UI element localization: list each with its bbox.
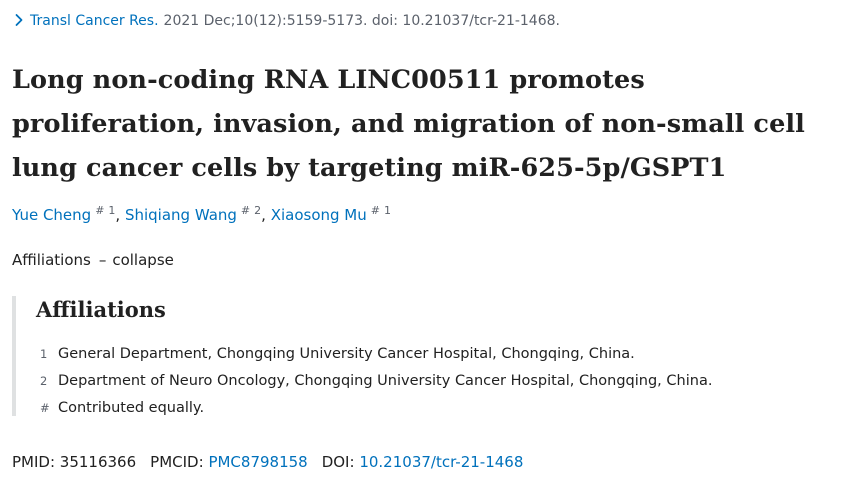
- author-marks: #2: [241, 204, 261, 217]
- affiliation-mark[interactable]: 1: [383, 204, 391, 217]
- toggle-dash-icon: –: [98, 251, 107, 269]
- affiliation-item: # Contributed equally.: [40, 395, 712, 422]
- author-link[interactable]: Xiaosong Mu: [270, 206, 367, 224]
- affiliation-item: 2 Department of Neuro Oncology, Chongqing…: [40, 368, 712, 395]
- equal-contribution-mark[interactable]: #: [95, 204, 105, 217]
- affiliations-panel: Affiliations 1 General Department, Chongq…: [12, 296, 842, 416]
- pmcid: PMCID: PMC8798158: [150, 453, 308, 471]
- author-separator: ,: [261, 206, 271, 224]
- affiliation-item: 1 General Department, Chongqing Universit…: [40, 341, 712, 368]
- pmid-label: PMID:: [12, 453, 56, 471]
- affiliation-key: 2: [40, 374, 48, 388]
- authors-list: Yue Cheng #1, Shiqiang Wang #2, Xiaosong M…: [12, 204, 391, 226]
- affiliation-text: General Department, Chongqing University…: [58, 346, 635, 362]
- affiliation-mark[interactable]: 1: [108, 204, 116, 217]
- affiliation-text: Contributed equally.: [58, 400, 205, 416]
- affiliations-list: 1 General Department, Chongqing Universit…: [40, 341, 712, 422]
- affiliations-heading: Affiliations: [36, 297, 166, 322]
- equal-contribution-mark[interactable]: #: [370, 204, 380, 217]
- author-link[interactable]: Yue Cheng: [12, 206, 92, 224]
- pmid: PMID: 35116366: [12, 453, 136, 471]
- pmcid-link[interactable]: PMC8798158: [208, 453, 308, 471]
- doi-link[interactable]: 10.21037/tcr-21-1468: [359, 453, 524, 471]
- affiliation-text: Department of Neuro Oncology, Chongqing …: [58, 373, 713, 389]
- doi-label: DOI:: [321, 453, 355, 471]
- affiliations-toggle[interactable]: Affiliations – collapse: [12, 249, 174, 271]
- author-marks: #1: [371, 204, 391, 217]
- doi: DOI: 10.21037/tcr-21-1468: [322, 453, 524, 471]
- equal-contribution-mark[interactable]: #: [240, 204, 251, 217]
- author-marks: #1: [95, 204, 115, 217]
- affiliation-key: 1: [40, 347, 48, 361]
- pmcid-label: PMCID:: [150, 453, 204, 471]
- article-title: Long non-coding RNA LINC00511 promotes p…: [12, 65, 805, 183]
- collapse-label: collapse: [112, 251, 174, 269]
- article-identifiers: PMID: 35116366 PMCID: PMC8798158 DOI: 10.2…: [12, 451, 523, 473]
- pmid-value: 35116366: [59, 453, 137, 471]
- citation-line: Transl Cancer Res. 2021 Dec;10(12):5159-5…: [12, 11, 560, 31]
- affiliations-toggle-label: Affiliations: [12, 251, 91, 269]
- affiliation-key: #: [40, 401, 50, 415]
- journal-link[interactable]: Transl Cancer Res.: [30, 13, 159, 29]
- author-link[interactable]: Shiqiang Wang: [124, 206, 237, 224]
- citation-details: 2021 Dec;10(12):5159-5173. doi: 10.21037…: [163, 13, 560, 29]
- author-separator: ,: [115, 206, 125, 224]
- chevron-right-icon: [15, 14, 23, 26]
- affiliation-mark[interactable]: 2: [254, 204, 262, 217]
